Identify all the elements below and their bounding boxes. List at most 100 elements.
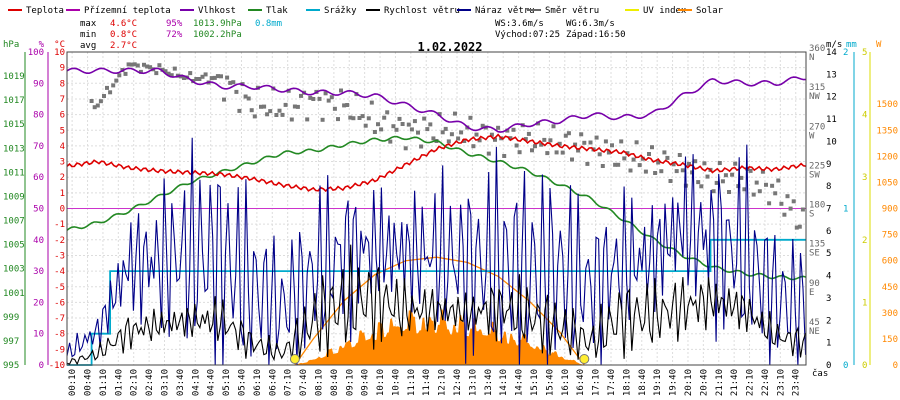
axis-uv-tick: 4 [862,111,867,121]
wind-dir-point [111,83,116,88]
x-tick-label: 04:40 [207,369,217,396]
axis-temp-tick: -7 [54,314,65,324]
wind-dir-point [295,104,300,109]
x-tick-label: 16:10 [561,369,571,396]
wind-dir-point [751,192,756,197]
wind-dir-point [222,97,226,102]
wind-dir-point [231,80,236,85]
stat-max-temp: 4.6°C [110,19,137,29]
wind-dir-point [764,182,768,187]
axis-solar-unit: W [876,40,882,50]
wind-wg: WG:6.3m/s [566,19,615,29]
wind-dir-point [357,116,362,120]
wind-dir-point [363,123,368,128]
axis-hum-tick: 40 [33,236,44,246]
wind-dir-point [600,164,605,168]
wind-dir-point [702,161,707,166]
wind-dir-point [542,137,547,142]
axis-hum-tick: 100 [28,48,44,58]
wind-dir-point [677,153,682,157]
x-tick-label: 12:10 [438,369,448,396]
legend-label-6: Náraz větru [475,6,535,16]
wind-dir-point [219,74,223,79]
axis-press-tick: 999 [3,313,19,323]
wind-dir-point [431,136,436,141]
x-tick-label: 06:40 [268,369,278,396]
wind-dir-point [634,140,639,145]
axis-temp-tick: 5 [60,126,65,136]
wind-dir-point [382,115,387,120]
wind-dir-point [603,139,608,144]
x-tick-label: 08:10 [315,369,325,396]
axis-temp-tick: 10 [54,48,65,58]
wind-dir-point [342,103,347,108]
wind-dir-point [437,112,442,117]
wind-dir-point [209,76,214,81]
axis-dir-tick: 225 [809,161,825,171]
x-axis-unit: čas [812,368,828,379]
wind-dir-point [332,106,337,111]
axis-press-tick: 1019 [3,72,25,82]
axis-speed-unit: m/s [826,40,842,50]
wind-dir-point [394,127,399,132]
wind-dir-point [157,63,162,68]
wind-dir-point [760,169,765,174]
wind-dir-point [243,94,248,99]
x-tick-label: 22:40 [761,369,771,396]
axis-hum-tick: 60 [33,173,44,183]
wind-dir-point [336,117,340,122]
wind-dir-point [523,137,528,142]
axis-solar-tick: 450 [882,283,898,293]
axis-hum-tick: 50 [33,205,44,215]
wind-dir-point [188,71,193,76]
wind-dir-point [351,116,356,121]
wind-dir-point [797,224,802,229]
wind-dir-point [613,162,618,167]
axis-dir-tick: 315 [809,83,825,93]
axis-speed-tick: 8 [826,182,831,192]
axis-speed-tick: 2 [826,316,831,326]
axis-hum-tick: 30 [33,267,44,277]
wind-dir-point [142,62,146,67]
wind-dir-point [246,96,251,101]
wind-dir-point [280,112,285,117]
wind-dir-point [277,108,282,113]
x-tick-label: 20:40 [699,369,709,396]
plot-frame [66,51,807,366]
wind-dir-point [252,114,257,119]
wind-dir-point [259,104,263,109]
wind-dir-point [647,152,651,156]
axis-temp-tick: -4 [54,267,65,277]
legend-label-1: Přízemní teplota [84,6,171,16]
sun-markers [289,354,590,364]
wind-dir-point [385,110,390,115]
wind-dir-point [474,132,479,137]
axis-temp-tick: -3 [54,251,65,261]
wind-dir-point [705,174,710,179]
axis-dir-label: W [809,131,815,141]
x-tick-label: 05:10 [222,369,232,396]
axis-temp-tick: 7 [60,95,65,105]
wind-dir-point [419,144,424,149]
x-tick-label: 22:10 [746,369,756,396]
x-tick-label: 07:10 [284,369,294,396]
x-axis: 00:10 00:40 01:10 01:40 02:10 02:40 03:10 03:40… [68,368,828,396]
stat-max-hum: 95% [166,19,183,29]
axis-uv-tick: 3 [862,173,867,183]
legend-label-7: Směr větru [545,6,599,16]
series-teplota [66,133,807,193]
x-tick-label: 15:40 [545,369,555,396]
wind-dir-point [406,122,411,127]
wind-dir-point [711,189,716,194]
axis-solar-tick: 600 [882,257,898,267]
wind-dir-point [412,119,417,124]
axis-temp-tick: -2 [54,236,65,246]
wind-dir-point [397,116,402,121]
wind-dir-point [699,184,704,189]
wind-dir-point [662,150,667,155]
wind-dir-point [640,156,645,161]
legend-label-9: Solar [696,6,724,16]
legend-label-2: Vlhkost [198,6,236,16]
wind-dir-point [360,114,365,119]
